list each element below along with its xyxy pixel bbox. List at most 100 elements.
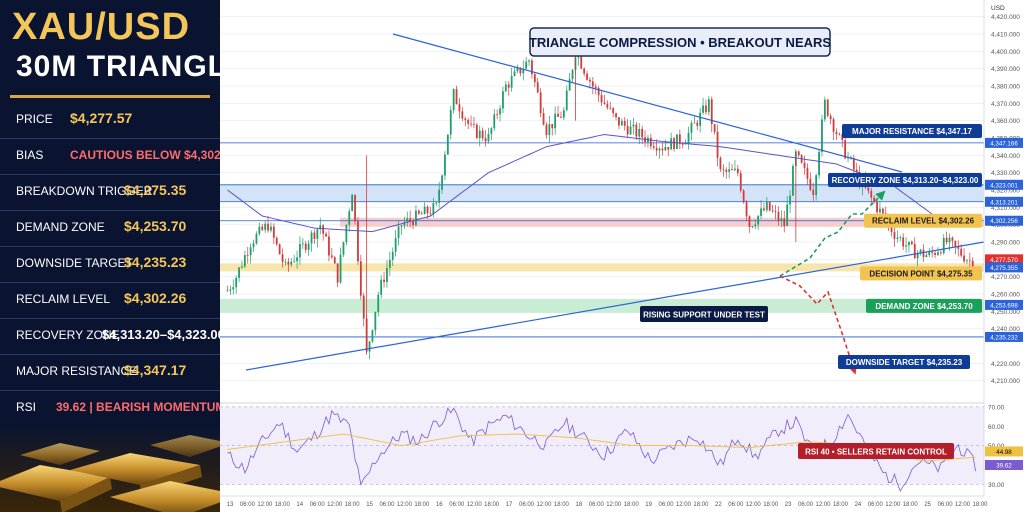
stat-value: $4,302.26 xyxy=(124,290,187,306)
candle xyxy=(461,106,464,121)
candle xyxy=(342,241,345,258)
candle xyxy=(867,187,870,194)
candle xyxy=(765,197,768,213)
svg-text:RECLAIM LEVEL $4,302.26: RECLAIM LEVEL $4,302.26 xyxy=(872,217,975,226)
candle xyxy=(586,70,588,81)
candle xyxy=(351,193,354,212)
candle xyxy=(873,195,876,204)
candle xyxy=(310,230,313,252)
candle xyxy=(736,164,739,177)
time-tick-label: 12:00 xyxy=(606,502,622,508)
candle xyxy=(290,257,293,267)
demand-zone-band xyxy=(220,298,984,313)
candle xyxy=(719,156,722,173)
rsi-tick-label: 60.00 xyxy=(988,424,1005,431)
candle xyxy=(821,114,823,157)
stat-value: 39.62 | BEARISH MOMENTUM xyxy=(56,400,220,414)
price-tick-label: 4,370.000 xyxy=(991,101,1020,108)
time-tick-label: 18:00 xyxy=(833,502,849,508)
stat-label: RSI xyxy=(16,400,37,414)
candle xyxy=(499,105,501,122)
svg-text:4,235.232: 4,235.232 xyxy=(990,334,1018,341)
time-tick-label: 06:00 xyxy=(449,502,465,508)
candle xyxy=(716,124,719,167)
candle xyxy=(562,106,565,121)
price-tick-label: 4,390.000 xyxy=(991,66,1020,73)
candle xyxy=(571,68,574,82)
candle xyxy=(774,205,777,220)
candle xyxy=(551,124,554,136)
candle xyxy=(258,222,261,236)
stat-row: MAJOR RESISTANCE $4,347.17 xyxy=(0,354,220,391)
candle xyxy=(676,134,678,150)
time-tick-label: 18:00 xyxy=(763,502,779,508)
candle xyxy=(496,109,499,120)
candle xyxy=(299,236,301,265)
stat-value: $4,347.17 xyxy=(124,362,187,378)
candle xyxy=(687,126,690,150)
candle xyxy=(699,107,702,133)
price-axis: USD 4,210.000 4,220.000 4,240.000 4,250.000… xyxy=(983,0,1024,512)
candle xyxy=(478,125,481,147)
candle xyxy=(591,76,594,95)
svg-text:DOWNSIDE TARGET $4,235.23: DOWNSIDE TARGET $4,235.23 xyxy=(846,358,963,367)
candle xyxy=(786,195,789,227)
candle xyxy=(745,199,748,221)
candle xyxy=(536,77,539,94)
title-divider xyxy=(10,95,210,98)
stat-value: $4,253.70 xyxy=(124,218,187,234)
candle xyxy=(731,164,733,171)
candle xyxy=(728,161,731,179)
time-axis: 13 06:00 12:00 18:00 14 06:00 12:00 18:00 15 06:0… xyxy=(220,495,988,508)
svg-text:44.98: 44.98 xyxy=(996,449,1012,456)
price-tick-label: 4,380.000 xyxy=(991,84,1020,91)
time-tick-label: 12:00 xyxy=(676,502,692,508)
price-tick-label: 4,400.000 xyxy=(991,49,1020,56)
candle xyxy=(722,164,725,177)
candle xyxy=(226,285,229,292)
candle xyxy=(444,150,446,180)
rsi-ma-value-tag: 44.98 xyxy=(985,446,1023,457)
candle xyxy=(470,115,472,128)
price-tick-label: 4,270.000 xyxy=(991,274,1020,281)
candle xyxy=(522,60,525,81)
candle xyxy=(780,210,783,228)
candle xyxy=(797,150,800,158)
candle xyxy=(525,56,528,70)
current-price-tag: 4,277.570 xyxy=(985,254,1023,265)
rsi-label-badge: RSI 40 • SELLERS RETAIN CONTROL xyxy=(798,443,954,459)
price-tick-label: 4,260.000 xyxy=(991,292,1020,299)
time-tick-label: 18:00 xyxy=(554,502,570,508)
time-tick-label: 06:00 xyxy=(728,502,744,508)
candle xyxy=(420,210,423,215)
rising-support-badge: RISING SUPPORT UNDER TEST xyxy=(640,306,768,322)
candle xyxy=(835,128,838,140)
candle xyxy=(539,88,542,118)
candle xyxy=(693,116,696,124)
candle xyxy=(600,89,603,107)
candle xyxy=(238,266,240,283)
price-tick-label: 4,310.000 xyxy=(991,205,1020,212)
candle xyxy=(789,190,791,213)
price-tick-label: 4,320.000 xyxy=(991,188,1020,195)
time-tick-label: 12:00 xyxy=(397,502,413,508)
candle xyxy=(322,224,325,241)
candle xyxy=(690,120,693,141)
candle xyxy=(467,117,470,130)
candle xyxy=(937,246,939,257)
time-tick-label: 06:00 xyxy=(868,502,884,508)
candle xyxy=(705,99,707,115)
recovery-zone-label: RECOVERY ZONE $4,313.20–$4,323.00 xyxy=(828,173,982,187)
candle xyxy=(557,105,559,117)
time-tick-label: 12:00 xyxy=(885,502,901,508)
candle xyxy=(852,154,855,177)
candle xyxy=(252,239,255,253)
stat-label: BREAKDOWN TRIGGER xyxy=(16,184,153,198)
price-tick-label: 4,410.000 xyxy=(991,32,1020,39)
candle xyxy=(713,124,716,135)
candle xyxy=(963,248,965,264)
candle xyxy=(391,247,394,267)
price-tick-label: 4,240.000 xyxy=(991,326,1020,333)
candle xyxy=(528,59,530,66)
chart-title-badge: TRIANGLE COMPRESSION • BREAKOUT NEARS xyxy=(529,27,831,57)
